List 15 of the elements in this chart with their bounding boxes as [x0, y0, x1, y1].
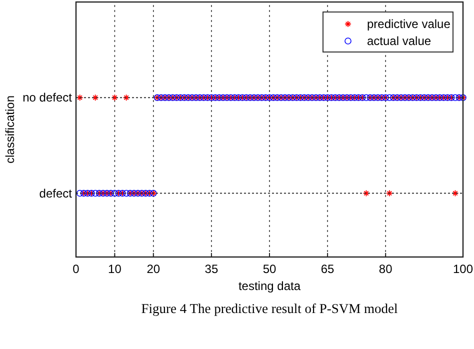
x-axis-title: testing data	[238, 279, 301, 293]
x-tick-label: 100	[452, 262, 474, 276]
x-tick-label: 20	[146, 262, 160, 276]
y-axis-title: classification	[3, 95, 17, 164]
caption: Figure 4 The predictive result of P-SVM model	[141, 301, 398, 316]
x-tick-label: 35	[204, 262, 218, 276]
x-tick-label: 0	[72, 262, 80, 276]
legend-label: predictive value	[367, 17, 451, 31]
legend-label: actual value	[367, 34, 432, 48]
x-tick-label: 10	[108, 262, 122, 276]
ref-line-label: no defect	[22, 90, 73, 105]
x-tick-label: 50	[262, 262, 276, 276]
x-tick-label: 80	[378, 262, 393, 276]
ref-line-label: defect	[39, 186, 73, 200]
x-tick-label: 65	[320, 262, 335, 276]
